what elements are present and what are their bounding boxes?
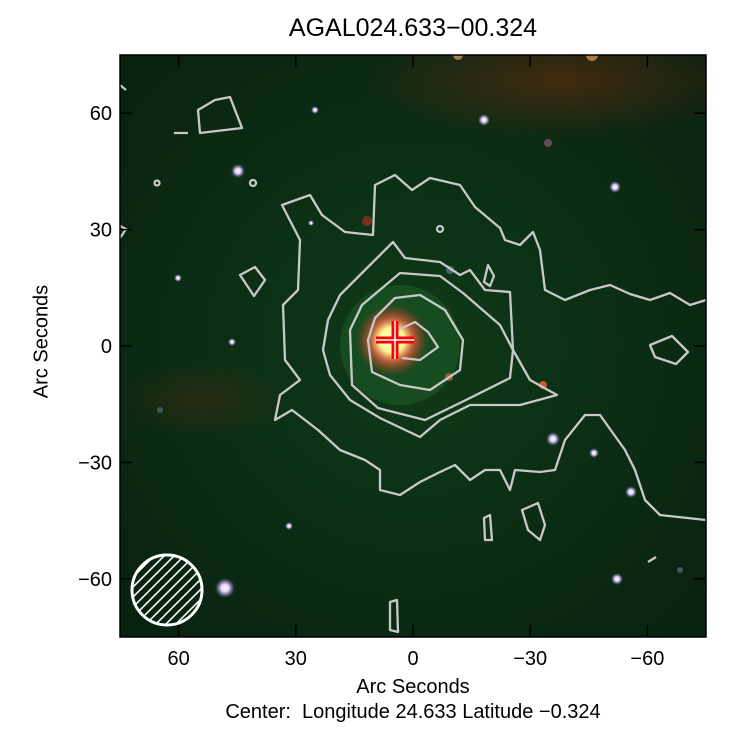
sky-image (120, 55, 706, 637)
contour-level-3 (348, 271, 515, 422)
y-tick-label: −60 (78, 569, 112, 591)
x-tick-label: −30 (513, 648, 547, 670)
x-tick-label: 30 (285, 648, 307, 670)
y-axis-label: Arc Seconds (30, 284, 53, 399)
marker-cross-icon (376, 321, 414, 359)
chart-title: AGAL024.633−00.324 (288, 14, 538, 42)
center-caption: Center: Longitude 24.633 Latitude −0.324 (225, 701, 601, 723)
y-tick-label: 30 (90, 220, 112, 242)
contours (120, 84, 706, 634)
y-tick-label: 60 (90, 103, 112, 125)
contour-level-5 (397, 320, 440, 362)
x-tick-label: −60 (630, 648, 664, 670)
contour-level-4 (366, 293, 465, 392)
y-tick-label: 0 (101, 336, 112, 358)
x-tick-label: 60 (167, 648, 189, 670)
y-tick-label: −30 (78, 452, 112, 474)
contour-level-2 (321, 240, 559, 439)
x-axis-label: Arc Seconds (356, 676, 470, 698)
x-tick-label: 0 (407, 648, 418, 670)
contour-level-1 (273, 173, 706, 522)
